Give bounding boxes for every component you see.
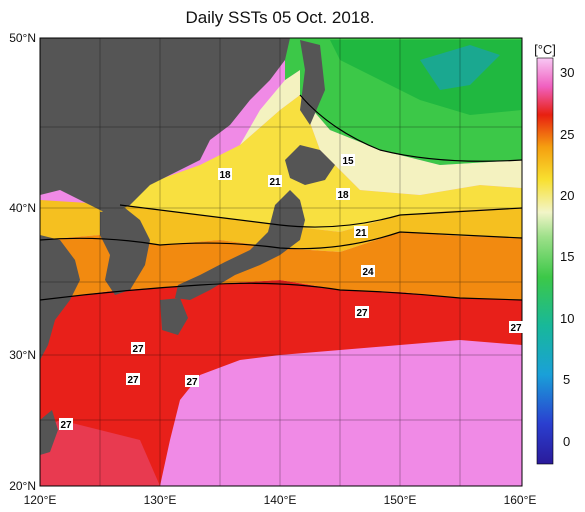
colorbar-tick-0: 0 — [563, 434, 570, 449]
isotherm-lines — [39, 94, 523, 301]
lat-label-30n: 30°N — [9, 348, 36, 362]
isotherm-label: 27 — [509, 321, 523, 334]
isotherm-label-text: 15 — [342, 156, 354, 167]
colorbar-tick-25: 25 — [560, 127, 574, 142]
sakhalin — [300, 40, 325, 125]
isotherm-label-text: 18 — [337, 190, 349, 201]
isotherm-label-text: 27 — [510, 323, 522, 334]
isotherm-label: 21 — [354, 226, 368, 239]
japan-kyushu — [160, 298, 188, 335]
lat-label-50n: 50°N — [9, 31, 36, 45]
isotherm-label-text: 21 — [355, 228, 367, 239]
colorbar-tick-5: 5 — [563, 372, 570, 387]
lon-label-160e: 160°E — [504, 493, 537, 507]
isotherm-label-group: 18 21 15 18 21 24 27 27 27 27 27 27 — [59, 154, 523, 431]
japan-honshu — [175, 190, 305, 300]
isotherm-label: 27 — [59, 418, 73, 431]
isotherm-label: 21 — [268, 175, 282, 188]
lon-label-130e: 130°E — [144, 493, 177, 507]
isotherm-label: 27 — [185, 375, 199, 388]
colorbar — [536, 57, 554, 465]
isotherm-label: 27 — [131, 342, 145, 355]
asia-mainland — [40, 38, 290, 215]
graticule — [40, 38, 522, 486]
isotherm-label: 27 — [126, 373, 140, 386]
lat-label-20n: 20°N — [9, 479, 36, 493]
isotherm-label-text: 24 — [362, 267, 374, 278]
lat-label-40n: 40°N — [9, 201, 36, 215]
colorbar-unit: [°C] — [534, 42, 556, 57]
map-frame — [39, 37, 523, 487]
isotherm-label-text: 18 — [219, 170, 231, 181]
isotherm-label-text: 27 — [356, 308, 368, 319]
lon-label-150e: 150°E — [384, 493, 417, 507]
korean-peninsula — [100, 208, 150, 295]
colorbar-tick-20: 20 — [560, 188, 574, 203]
isotherm-label: 18 — [218, 168, 232, 181]
isotherm-label-text: 27 — [60, 420, 72, 431]
isotherm-label: 24 — [361, 265, 375, 278]
colorbar-tick-15: 15 — [560, 249, 574, 264]
colorbar-tick-30: 30 — [560, 65, 574, 80]
isotherm-label: 18 — [336, 188, 350, 201]
japan-hokkaido — [285, 145, 335, 185]
map-title: Daily SSTs 05 Oct. 2018. — [185, 8, 375, 27]
isotherm-label-text: 21 — [269, 177, 281, 188]
lon-label-140e: 140°E — [264, 493, 297, 507]
lon-label-120e: 120°E — [24, 493, 57, 507]
isotherm-label-text: 27 — [127, 375, 139, 386]
isotherm-label: 27 — [355, 306, 369, 319]
colorbar-tick-10: 10 — [560, 311, 574, 326]
isotherm-label: 15 — [341, 154, 355, 167]
isotherm-label-text: 27 — [132, 344, 144, 355]
taiwan — [40, 410, 58, 455]
sst-field — [40, 38, 522, 486]
isotherm-label-text: 27 — [186, 377, 198, 388]
